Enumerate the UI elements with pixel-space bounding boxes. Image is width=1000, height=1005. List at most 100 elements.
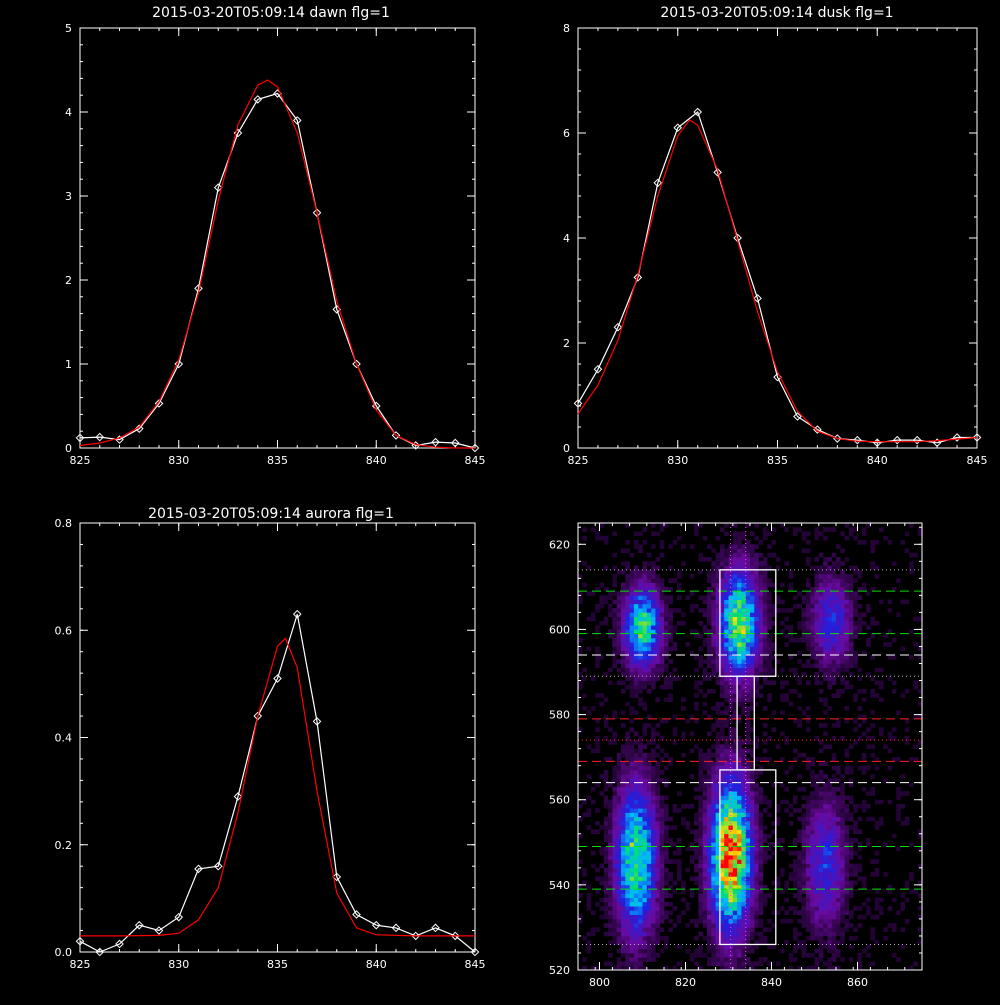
heatmap-cell bbox=[629, 578, 635, 583]
heatmap-cell bbox=[754, 557, 759, 562]
heatmap-cell bbox=[629, 625, 635, 630]
heatmap-cell bbox=[801, 629, 807, 634]
heatmap-cell bbox=[870, 927, 875, 932]
heatmap-cell bbox=[840, 846, 845, 852]
heatmap-cell bbox=[891, 833, 897, 839]
heatmap-cell bbox=[801, 752, 807, 758]
heatmap-cell bbox=[823, 795, 828, 801]
heatmap-cell bbox=[621, 569, 626, 575]
heatmap-cell bbox=[707, 889, 712, 894]
heatmap-cell bbox=[633, 765, 639, 771]
heatmap-cell bbox=[638, 544, 643, 549]
heatmap-cell bbox=[737, 769, 742, 775]
heatmap-cell bbox=[724, 833, 729, 839]
heatmap-cell bbox=[668, 612, 673, 617]
heatmap-cell bbox=[823, 591, 828, 596]
heatmap-cell bbox=[827, 935, 832, 941]
heatmap-cell bbox=[715, 569, 721, 575]
heatmap-cell bbox=[823, 829, 828, 835]
heatmap-cell bbox=[659, 821, 665, 826]
heatmap-cell bbox=[870, 931, 875, 937]
heatmap-cell bbox=[805, 706, 811, 711]
heatmap-cell bbox=[827, 808, 832, 813]
heatmap-y-tick-label: 620 bbox=[549, 538, 570, 551]
heatmap-cell bbox=[633, 676, 639, 681]
heatmap-cell bbox=[797, 620, 802, 626]
heatmap-cell bbox=[874, 859, 880, 864]
heatmap-cell bbox=[741, 557, 746, 562]
heatmap-cell bbox=[698, 663, 703, 669]
heatmap-cell bbox=[805, 663, 811, 669]
heatmap-cell bbox=[810, 918, 815, 924]
heatmap-cell bbox=[827, 833, 832, 839]
heatmap-cell bbox=[814, 659, 820, 664]
heatmap-cell bbox=[719, 791, 725, 796]
heatmap-cell bbox=[840, 825, 845, 830]
heatmap-cell bbox=[844, 842, 850, 847]
heatmap-cell bbox=[805, 646, 811, 652]
heatmap-cell bbox=[840, 569, 845, 575]
heatmap-cell bbox=[758, 540, 764, 545]
heatmap-cell bbox=[823, 569, 828, 575]
heatmap-cell bbox=[676, 846, 682, 852]
heatmap-cell bbox=[719, 595, 725, 600]
heatmap-cell bbox=[578, 804, 583, 809]
heatmap-cell bbox=[625, 846, 630, 852]
heatmap-cell bbox=[651, 821, 656, 826]
heatmap-cell bbox=[638, 778, 643, 783]
heatmap-cell bbox=[672, 859, 678, 864]
heatmap-cell bbox=[668, 633, 673, 639]
heatmap-cell bbox=[646, 599, 652, 605]
heatmap-cell bbox=[844, 637, 850, 643]
heatmap-cell bbox=[758, 816, 764, 822]
heatmap-cell bbox=[737, 663, 742, 669]
heatmap-cell bbox=[621, 620, 626, 626]
heatmap-cell bbox=[784, 799, 789, 805]
heatmap-cell bbox=[625, 633, 630, 639]
heatmap-cell bbox=[917, 833, 923, 839]
heatmap-cell bbox=[642, 620, 648, 626]
heatmap-cell bbox=[633, 850, 639, 856]
heatmap-cell bbox=[590, 829, 596, 835]
heatmap-cell bbox=[797, 676, 802, 681]
heatmap-cell bbox=[638, 663, 643, 669]
heatmap-cell bbox=[655, 901, 660, 907]
heatmap-cell bbox=[758, 893, 764, 898]
heatmap-cell bbox=[672, 808, 678, 813]
heatmap-cell bbox=[642, 629, 648, 634]
heatmap-cell bbox=[732, 667, 738, 673]
heatmap-cell bbox=[621, 884, 626, 890]
heatmap-cell bbox=[814, 838, 820, 843]
heatmap-cell bbox=[861, 718, 867, 724]
heatmap-cell bbox=[715, 931, 721, 937]
heatmap-cell bbox=[724, 953, 729, 958]
heatmap-cell bbox=[694, 918, 699, 924]
heatmap-cell bbox=[728, 769, 734, 775]
heatmap-cell bbox=[655, 812, 660, 818]
heatmap-cell bbox=[848, 910, 854, 915]
heatmap-cell bbox=[616, 625, 622, 630]
heatmap-cell bbox=[814, 633, 820, 639]
heatmap-cell bbox=[711, 637, 716, 643]
heatmap-cell bbox=[745, 667, 751, 673]
heatmap-cell bbox=[698, 557, 703, 562]
heatmap-cell bbox=[861, 586, 867, 592]
heatmap-cell bbox=[891, 655, 897, 660]
heatmap-cell bbox=[840, 633, 845, 639]
heatmap-cell bbox=[857, 735, 863, 741]
heatmap-cell bbox=[732, 757, 738, 762]
heatmap-cell bbox=[844, 829, 850, 835]
heatmap-cell bbox=[810, 923, 815, 928]
heatmap-cell bbox=[904, 531, 910, 537]
heatmap-cell bbox=[750, 910, 755, 915]
heatmap-cell bbox=[840, 642, 845, 647]
heatmap-cell bbox=[767, 842, 772, 847]
heatmap-cell bbox=[599, 906, 605, 911]
heatmap-cell bbox=[681, 884, 686, 890]
heatmap-cell bbox=[719, 812, 725, 818]
heatmap-cell bbox=[827, 650, 832, 656]
heatmap-cell bbox=[861, 540, 867, 545]
heatmap-cell bbox=[681, 561, 686, 566]
heatmap-cell bbox=[737, 625, 742, 630]
heatmap-cell bbox=[655, 765, 660, 771]
